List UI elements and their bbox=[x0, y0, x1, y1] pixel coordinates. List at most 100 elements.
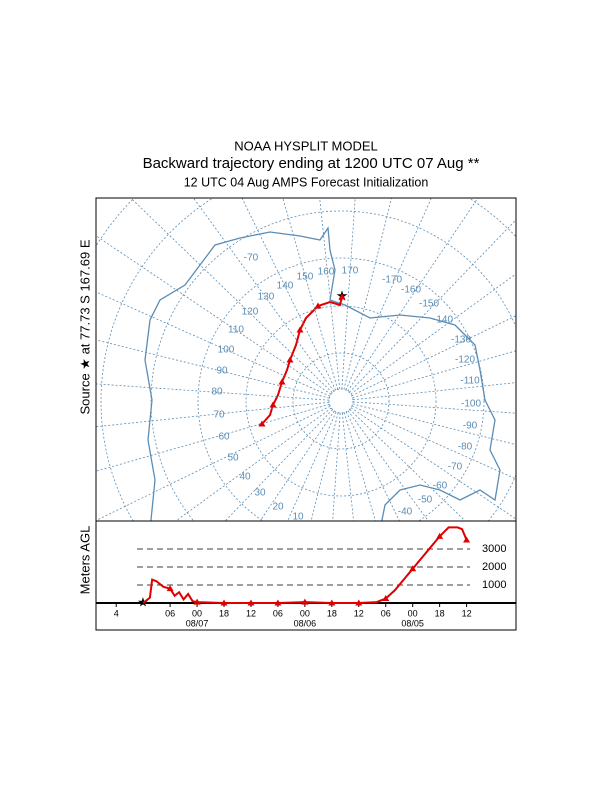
lon-label: -70 bbox=[244, 253, 259, 264]
x-tick-label: 06 bbox=[381, 608, 391, 618]
meridian bbox=[345, 411, 400, 521]
meridian bbox=[341, 198, 356, 390]
trajectory-marker bbox=[296, 326, 304, 333]
meridian bbox=[352, 403, 516, 446]
x-tick-label: 18 bbox=[327, 608, 337, 618]
date-label: 08/06 bbox=[294, 618, 317, 628]
x-tick-label: 18 bbox=[435, 608, 445, 618]
lon-label: -160 bbox=[401, 285, 421, 296]
x-tick-label: 06 bbox=[165, 608, 175, 618]
meridian bbox=[352, 401, 516, 414]
meridian bbox=[350, 273, 516, 395]
lat-circle bbox=[150, 210, 516, 521]
meridian bbox=[175, 407, 332, 521]
lon-label: -60 bbox=[433, 481, 448, 492]
meridian bbox=[347, 198, 479, 392]
meridian bbox=[96, 235, 332, 395]
x-tick-label: 00 bbox=[192, 608, 202, 618]
lon-label: 50 bbox=[227, 453, 239, 464]
meridian bbox=[347, 410, 429, 521]
lon-label: -170 bbox=[382, 275, 402, 286]
height-marker bbox=[166, 585, 174, 592]
height-marker bbox=[220, 599, 228, 606]
meridian bbox=[130, 198, 333, 393]
date-label: 08/07 bbox=[186, 618, 209, 628]
lon-label: 170 bbox=[342, 266, 359, 277]
lon-label: 110 bbox=[228, 325, 244, 336]
trajectory-marker bbox=[269, 401, 277, 408]
trajectory-marker bbox=[314, 302, 322, 309]
height-marker bbox=[328, 599, 336, 606]
lon-label: 90 bbox=[216, 366, 228, 377]
x-tick-label: 18 bbox=[219, 608, 229, 618]
meridian bbox=[350, 407, 516, 520]
height-marker bbox=[247, 599, 255, 606]
lon-label: 150 bbox=[297, 272, 314, 283]
lat-circle bbox=[100, 198, 516, 521]
trajectory-marker bbox=[278, 378, 286, 385]
meridian bbox=[343, 412, 376, 521]
meridian bbox=[343, 198, 393, 390]
x-tick-label: 12 bbox=[462, 608, 472, 618]
lon-label: 10 bbox=[292, 512, 304, 523]
lat-circle bbox=[328, 388, 354, 414]
y-tick-label: 3000 bbox=[482, 543, 506, 555]
lon-label: 20 bbox=[272, 502, 284, 513]
y-tick-label: 1000 bbox=[482, 579, 506, 591]
coastline bbox=[144, 226, 501, 521]
lon-label: 120 bbox=[242, 307, 259, 318]
meridian bbox=[96, 383, 330, 401]
trajectory-marker bbox=[258, 420, 266, 427]
y-axis-label: Meters AGL bbox=[77, 526, 92, 595]
meridian bbox=[341, 412, 355, 521]
x-tick-label: 12 bbox=[246, 608, 256, 618]
lon-label: -70 bbox=[448, 462, 463, 473]
lon-label: -140 bbox=[433, 315, 453, 326]
height-marker bbox=[301, 598, 309, 605]
meridian bbox=[349, 219, 516, 393]
date-label: 08/05 bbox=[401, 618, 424, 628]
lon-label: 160 bbox=[318, 267, 335, 278]
meridian bbox=[351, 315, 516, 397]
meridian bbox=[96, 339, 330, 399]
meridian bbox=[96, 291, 331, 397]
height-frame bbox=[95, 520, 517, 631]
meridian bbox=[241, 198, 337, 391]
meridian bbox=[96, 403, 330, 472]
lon-label: -80 bbox=[458, 442, 473, 453]
meridian bbox=[96, 401, 330, 428]
lon-label: 40 bbox=[239, 472, 251, 483]
meridian bbox=[319, 198, 341, 390]
lon-label: -50 bbox=[418, 495, 433, 506]
title: NOAA HYSPLIT MODEL bbox=[234, 138, 378, 153]
height-line bbox=[142, 526, 468, 604]
height-marker bbox=[436, 532, 444, 539]
meridian bbox=[96, 405, 331, 521]
meridian bbox=[345, 198, 432, 391]
source-label: Source ★ at 77.73 S 167.69 E bbox=[77, 239, 92, 414]
lat-circle bbox=[197, 257, 485, 521]
trajectory-marker bbox=[338, 293, 346, 300]
lon-label: -100 bbox=[461, 399, 481, 410]
height-marker bbox=[355, 599, 363, 606]
lon-label: -90 bbox=[463, 421, 478, 432]
subtitle: Backward trajectory ending at 1200 UTC 0… bbox=[143, 155, 480, 172]
x-tick-label: 4 bbox=[114, 608, 119, 618]
meridian bbox=[310, 412, 339, 521]
meridian bbox=[224, 409, 333, 521]
lon-label: -120 bbox=[455, 355, 475, 366]
lon-label: 70 bbox=[213, 410, 225, 421]
lat-circle bbox=[245, 305, 437, 497]
lon-label: -150 bbox=[419, 299, 439, 310]
meridian bbox=[282, 198, 339, 390]
height-marker bbox=[274, 599, 282, 606]
lon-label: -40 bbox=[398, 507, 413, 518]
lon-label: 100 bbox=[218, 345, 235, 356]
height-marker bbox=[463, 536, 471, 543]
subtitle-2: 12 UTC 04 Aug AMPS Forecast Initializati… bbox=[184, 175, 429, 189]
lon-label: -110 bbox=[460, 376, 480, 387]
x-tick-label: 00 bbox=[408, 608, 418, 618]
x-tick-label: 12 bbox=[354, 608, 364, 618]
